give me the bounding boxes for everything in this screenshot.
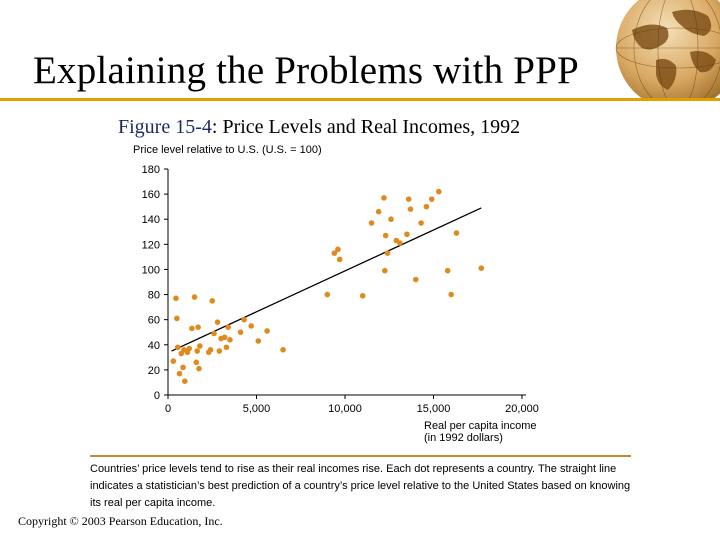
data-point [237,329,244,336]
data-point [407,206,414,212]
x-tick-label: 15,000 [417,403,451,415]
figure-title: : Price Levels and Real Incomes, 1992 [211,116,521,138]
data-point [209,298,216,304]
data-point [195,324,201,331]
data-point [221,334,228,341]
x-tick-label: 5,000 [243,403,271,415]
data-point [225,324,231,331]
data-point [388,216,394,223]
data-point [176,370,183,377]
data-point [182,378,188,384]
data-point [216,348,223,354]
y-axis-label: Price level relative to U.S. (U.S. = 100… [133,144,322,156]
data-point [180,364,186,371]
data-point [248,323,254,329]
data-point [397,240,403,246]
data-point [359,293,366,299]
globe-icon [615,0,720,100]
data-points [170,188,485,384]
figure-number: Figure 15-4 [118,116,212,138]
data-point [423,203,430,210]
data-point [214,319,221,325]
data-point [404,231,410,238]
figure-note: Countries’ price levels tend to rise as … [90,463,631,509]
y-tick-label: 80 [148,290,160,302]
data-point [173,295,179,302]
data-point [382,267,388,274]
y-tick-label: 100 [142,264,160,276]
x-axis-label-line1: Real per capita income [424,420,537,432]
data-point [418,220,424,226]
data-point [324,291,331,298]
figure-caption: Figure 15-4: Price Levels and Real Incom… [118,116,520,139]
fit-line-group [171,207,482,352]
axes [167,169,526,396]
data-point [384,250,391,256]
data-point [280,347,286,353]
y-tick-label: 0 [154,390,160,402]
y-tick-label: 160 [142,189,160,201]
data-point [193,359,200,366]
slide-title: Explaining the Problems with PPP [33,49,579,92]
data-point [223,344,230,351]
data-point [382,232,389,239]
tick-marks: 0 20 40 60 80 100 120 140 160 180 0 5,000 10,000 15,0… [142,164,539,415]
x-axis-label-line2: (in 1992 dollars) [424,432,503,444]
data-point [207,347,214,353]
data-point [436,188,442,195]
data-point [413,276,419,283]
data-point [211,330,217,337]
data-point [186,345,193,352]
data-point [428,196,435,202]
data-point [255,338,262,344]
data-point [335,246,341,253]
data-point [227,336,233,343]
y-tick-label: 140 [142,214,160,226]
x-tick-label: 0 [165,403,171,415]
data-point [448,291,455,298]
data-point [375,208,382,215]
data-point [196,365,202,372]
data-point [331,250,338,256]
data-point [197,343,203,349]
x-tick-label: 20,000 [505,403,539,415]
y-tick-label: 60 [148,315,160,327]
data-point [174,315,180,322]
y-tick-label: 40 [148,340,160,352]
data-point [174,344,181,351]
data-point [381,195,387,201]
data-point [170,358,177,364]
copyright: Copyright © 2003 Pearson Education, Inc. [18,514,223,528]
data-point [444,267,451,274]
x-tick-label: 10,000 [328,403,362,415]
data-point [478,265,485,271]
x-axis-label: Real per capita income (in 1992 dollars) [424,420,537,444]
fit-line [171,207,482,352]
note-rule [90,455,631,457]
data-point [189,325,195,332]
title-rule [0,98,720,101]
y-tick-label: 20 [148,365,160,377]
data-point [405,196,412,202]
data-point [241,316,247,323]
data-point [453,230,460,236]
y-tick-label: 120 [142,239,160,251]
y-tick-label: 180 [142,164,160,176]
data-point [264,328,270,334]
data-point [336,256,343,263]
data-point [191,294,198,300]
data-point [368,220,375,226]
data-point [194,348,201,354]
